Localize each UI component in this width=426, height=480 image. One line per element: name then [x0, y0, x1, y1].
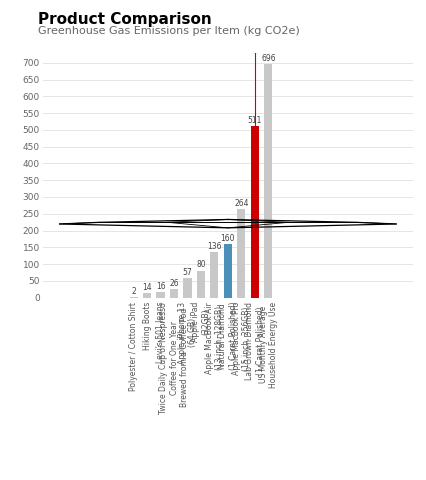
Text: 136: 136 — [207, 241, 222, 251]
Text: 16: 16 — [156, 282, 165, 291]
Bar — [184, 278, 192, 298]
Bar — [264, 64, 272, 298]
Text: 696: 696 — [261, 54, 276, 63]
Text: 26: 26 — [169, 278, 179, 288]
Text: 2: 2 — [131, 287, 136, 296]
Text: 264: 264 — [234, 199, 249, 208]
Text: 160: 160 — [221, 234, 235, 242]
Text: 511: 511 — [248, 116, 262, 125]
Text: 14: 14 — [142, 283, 152, 291]
Text: 57: 57 — [183, 268, 193, 277]
Bar — [237, 209, 245, 298]
Bar — [251, 126, 259, 298]
Bar — [224, 244, 232, 298]
Text: 80: 80 — [196, 261, 206, 269]
Bar — [130, 297, 138, 298]
Bar — [143, 293, 151, 298]
Bar — [197, 271, 205, 298]
Bar — [210, 252, 219, 298]
Text: Greenhouse Gas Emissions per Item (kg CO2e): Greenhouse Gas Emissions per Item (kg CO… — [38, 26, 300, 36]
Text: Product Comparison: Product Comparison — [38, 12, 212, 27]
Bar — [156, 292, 164, 298]
Bar — [170, 289, 178, 298]
